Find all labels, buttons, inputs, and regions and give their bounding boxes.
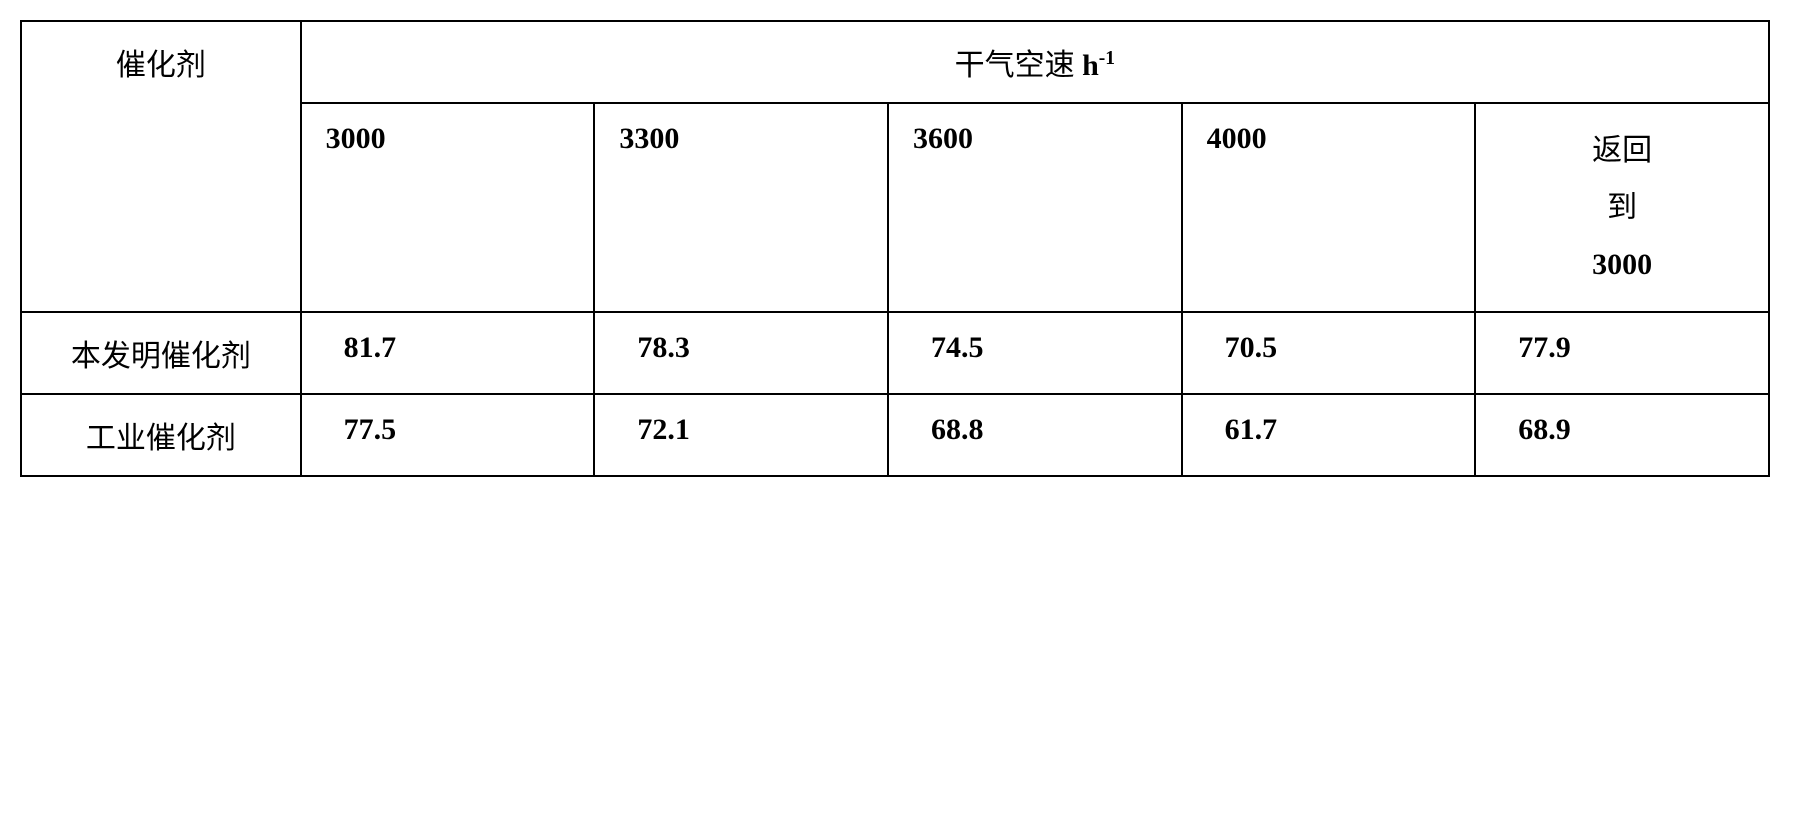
group-header: 干气空速 h-1	[301, 21, 1769, 103]
col-header-0: 3000	[301, 103, 595, 312]
table-row: 工业催化剂 77.5 72.1 68.8 61.7 68.9	[21, 394, 1769, 476]
last-col-line2: 到	[1607, 191, 1637, 224]
cell-0-1: 78.3	[594, 312, 888, 394]
header-row-1: 催化剂 干气空速 h-1	[21, 21, 1769, 103]
col-header-2: 3600	[888, 103, 1182, 312]
cell-0-2: 74.5	[888, 312, 1182, 394]
row-label-0: 本发明催化剂	[21, 312, 301, 394]
group-header-unit-exp: -1	[1099, 48, 1115, 69]
table-row: 本发明催化剂 81.7 78.3 74.5 70.5 77.9	[21, 312, 1769, 394]
cell-1-0: 77.5	[301, 394, 595, 476]
cell-1-1: 72.1	[594, 394, 888, 476]
corner-header: 催化剂	[21, 21, 301, 312]
group-header-unit-base: h	[1082, 49, 1099, 82]
cell-0-0: 81.7	[301, 312, 595, 394]
cell-0-4: 77.9	[1475, 312, 1769, 394]
group-header-prefix: 干气空速	[955, 49, 1083, 82]
data-table: 催化剂 干气空速 h-1 3000 3300 3600 4000 返回 到 30…	[20, 20, 1770, 477]
cell-0-3: 70.5	[1182, 312, 1476, 394]
col-header-4: 返回 到 3000	[1475, 103, 1769, 312]
col-header-3: 4000	[1182, 103, 1476, 312]
last-col-line3: 3000	[1592, 248, 1652, 281]
cell-1-4: 68.9	[1475, 394, 1769, 476]
last-col-line1: 返回	[1592, 134, 1652, 167]
row-label-1: 工业催化剂	[21, 394, 301, 476]
col-header-1: 3300	[594, 103, 888, 312]
cell-1-3: 61.7	[1182, 394, 1476, 476]
cell-1-2: 68.8	[888, 394, 1182, 476]
